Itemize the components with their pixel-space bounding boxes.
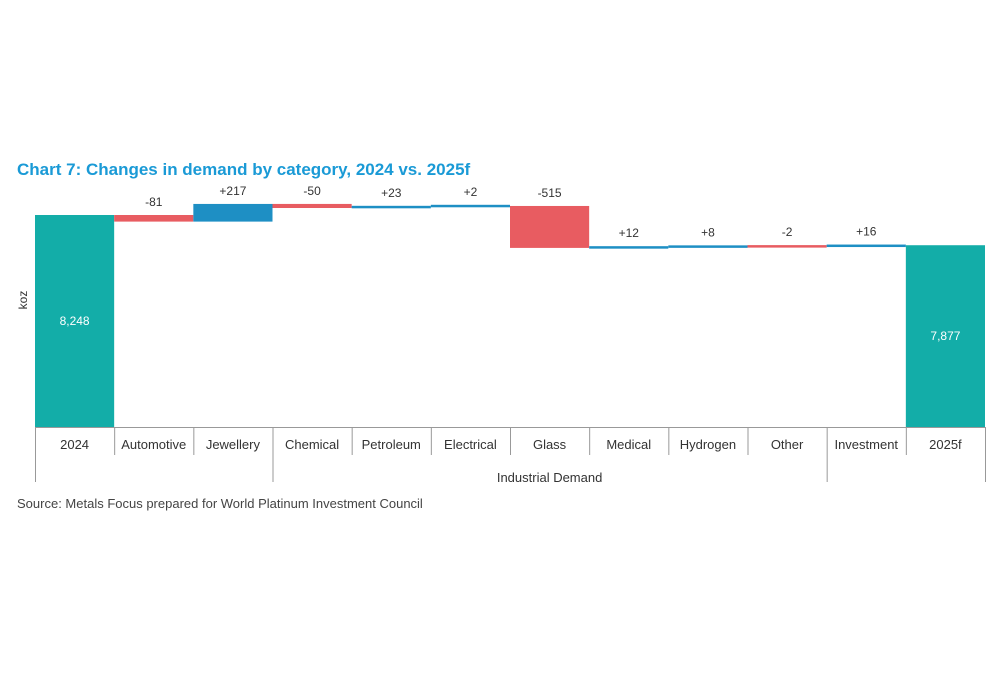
group-label-industrial-demand: Industrial Demand xyxy=(497,470,603,485)
bar-2024 xyxy=(35,215,115,427)
value-label-other: -2 xyxy=(782,225,793,239)
category-label-other: Other xyxy=(771,437,804,452)
category-label-electrical: Electrical xyxy=(444,437,497,452)
bar-other xyxy=(747,245,827,248)
value-label-investment: +16 xyxy=(856,225,877,239)
chart-title: Chart 7: Changes in demand by category, … xyxy=(17,160,471,179)
value-label-automotive: -81 xyxy=(145,195,163,209)
value-label-electrical: +2 xyxy=(464,185,478,199)
value-label-medical: +12 xyxy=(619,226,640,240)
category-label-2024: 2024 xyxy=(60,437,89,452)
category-label-automotive: Automotive xyxy=(121,437,186,452)
y-axis-label: koz xyxy=(16,291,30,310)
bar-investment xyxy=(826,244,906,248)
value-label-hydrogen: +8 xyxy=(701,225,715,239)
bar-automotive xyxy=(114,215,194,222)
value-label-glass: -515 xyxy=(538,186,562,200)
category-label-jewellery: Jewellery xyxy=(206,437,261,452)
category-label-glass: Glass xyxy=(533,437,567,452)
value-label-2025f: 7,877 xyxy=(930,329,960,343)
bar-2025f xyxy=(905,245,985,427)
category-label-chemical: Chemical xyxy=(285,437,339,452)
category-label-investment: Investment xyxy=(834,437,898,452)
bar-chemical xyxy=(272,203,352,209)
bar-petroleum xyxy=(351,205,431,209)
bar-glass xyxy=(510,205,590,248)
value-label-2024: 8,248 xyxy=(60,314,90,328)
bar-jewellery xyxy=(193,203,273,222)
bar-hydrogen xyxy=(668,245,748,248)
value-label-petroleum: +23 xyxy=(381,186,402,200)
category-label-2025f: 2025f xyxy=(929,437,962,452)
value-label-chemical: -50 xyxy=(303,184,321,198)
category-label-petroleum: Petroleum xyxy=(362,437,421,452)
bar-medical xyxy=(589,246,669,249)
category-label-hydrogen: Hydrogen xyxy=(680,437,736,452)
source-note: Source: Metals Focus prepared for World … xyxy=(17,496,423,511)
value-label-jewellery: +217 xyxy=(219,184,246,198)
category-label-medical: Medical xyxy=(606,437,651,452)
bar-electrical xyxy=(430,204,510,208)
